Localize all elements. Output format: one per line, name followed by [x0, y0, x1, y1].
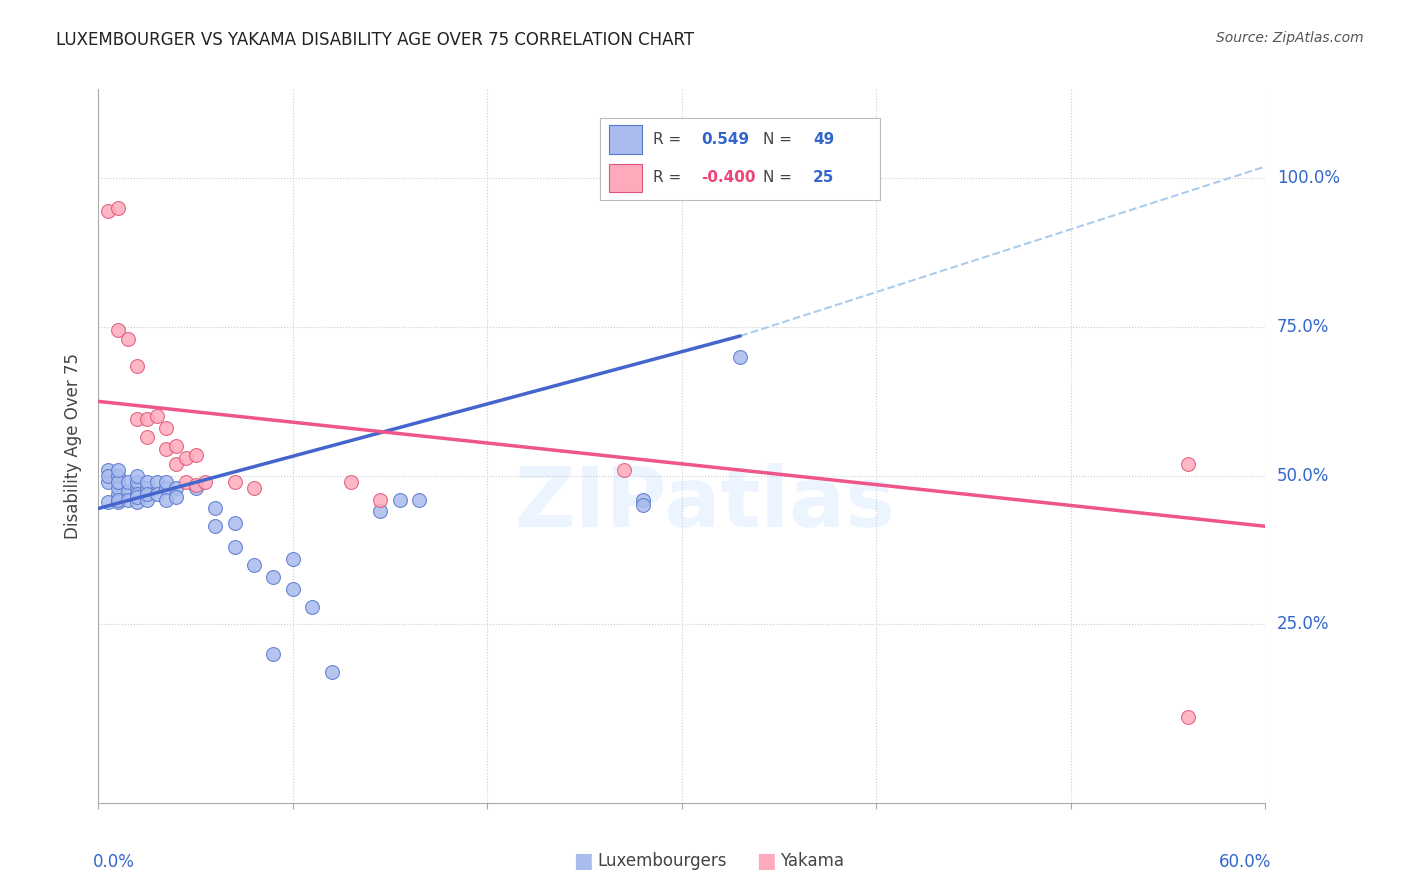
Point: [370, 504, 392, 518]
Point: [165, 457, 187, 471]
Point: [107, 468, 129, 483]
Point: [243, 558, 266, 572]
Point: [136, 475, 159, 489]
Point: [243, 481, 266, 495]
Point: [262, 570, 284, 584]
Text: 0.0%: 0.0%: [93, 853, 135, 871]
Point: [146, 475, 169, 489]
Point: [165, 439, 187, 453]
Point: [107, 486, 129, 500]
Point: [165, 490, 187, 504]
Point: [281, 552, 304, 566]
Y-axis label: Disability Age Over 75: Disability Age Over 75: [65, 353, 83, 539]
Point: [174, 450, 197, 465]
Point: [136, 486, 159, 500]
Point: [612, 463, 634, 477]
Point: [146, 409, 169, 424]
Text: 75.0%: 75.0%: [1277, 318, 1330, 336]
Point: [127, 359, 149, 373]
Point: [155, 492, 177, 507]
Point: [224, 475, 246, 489]
Point: [117, 475, 139, 489]
Point: [136, 492, 159, 507]
Point: [117, 332, 139, 346]
Text: Source: ZipAtlas.com: Source: ZipAtlas.com: [1216, 31, 1364, 45]
Point: [184, 477, 207, 491]
Point: [97, 468, 120, 483]
Point: [127, 481, 149, 495]
Point: [174, 475, 197, 489]
Point: [136, 481, 159, 495]
Point: [107, 492, 129, 507]
Point: [730, 350, 752, 364]
Point: [1177, 709, 1199, 723]
Point: [136, 430, 159, 444]
Point: [224, 540, 246, 554]
Point: [127, 468, 149, 483]
Point: [631, 499, 654, 513]
Point: [194, 475, 217, 489]
Point: [107, 463, 129, 477]
Point: [97, 463, 120, 477]
Point: [388, 492, 411, 507]
Text: 25.0%: 25.0%: [1277, 615, 1330, 633]
Point: [127, 412, 149, 426]
Point: [127, 475, 149, 489]
Point: [631, 492, 654, 507]
Point: [321, 665, 343, 679]
Text: Yakama: Yakama: [780, 852, 845, 870]
Point: [146, 486, 169, 500]
Point: [155, 475, 177, 489]
Text: ■: ■: [574, 851, 593, 871]
Point: [184, 448, 207, 462]
Point: [107, 201, 129, 215]
Point: [117, 483, 139, 498]
Text: ZIPatlas: ZIPatlas: [515, 463, 896, 543]
Point: [155, 442, 177, 456]
Point: [97, 204, 120, 219]
Point: [127, 495, 149, 509]
Point: [281, 582, 304, 596]
Text: 100.0%: 100.0%: [1277, 169, 1340, 187]
Text: ■: ■: [756, 851, 776, 871]
Point: [107, 481, 129, 495]
Text: 50.0%: 50.0%: [1277, 467, 1330, 484]
Point: [97, 475, 120, 489]
Text: 60.0%: 60.0%: [1219, 853, 1271, 871]
Text: Luxembourgers: Luxembourgers: [598, 852, 727, 870]
Point: [107, 475, 129, 489]
Point: [127, 486, 149, 500]
Text: LUXEMBOURGER VS YAKAMA DISABILITY AGE OVER 75 CORRELATION CHART: LUXEMBOURGER VS YAKAMA DISABILITY AGE OV…: [56, 31, 695, 49]
Point: [204, 501, 226, 516]
Point: [136, 412, 159, 426]
Point: [117, 492, 139, 507]
Point: [107, 495, 129, 509]
Point: [224, 516, 246, 531]
Point: [370, 492, 392, 507]
Point: [165, 481, 187, 495]
Point: [408, 492, 430, 507]
Point: [155, 421, 177, 435]
Point: [204, 519, 226, 533]
Point: [107, 323, 129, 337]
Point: [184, 481, 207, 495]
Point: [1177, 457, 1199, 471]
Point: [127, 490, 149, 504]
Point: [262, 647, 284, 661]
Point: [301, 599, 323, 614]
Point: [340, 475, 363, 489]
Point: [97, 495, 120, 509]
Point: [155, 481, 177, 495]
